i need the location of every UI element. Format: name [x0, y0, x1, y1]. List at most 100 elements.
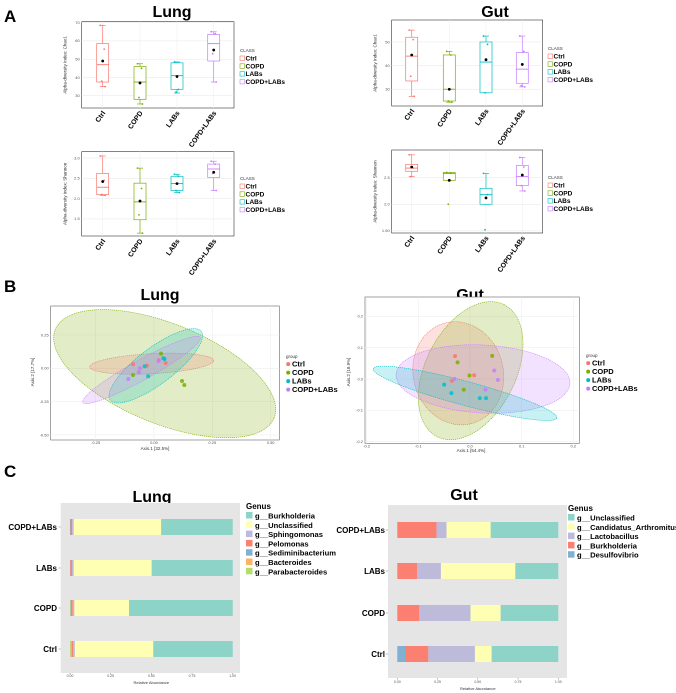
x-tick-label: COPD+LABs	[497, 235, 527, 274]
data-point	[522, 50, 525, 53]
x-tick-label: COPD	[127, 238, 144, 259]
y-tick-label: -0.2	[356, 439, 364, 444]
data-point	[408, 153, 411, 156]
data-point-copd-labs	[136, 370, 141, 375]
panel-a-lung-title: Lung	[152, 4, 191, 21]
y-tick-label: 0.0	[357, 376, 363, 381]
data-point	[211, 52, 214, 55]
data-point-labs	[442, 382, 447, 387]
legend-item: Ctrl	[554, 183, 565, 190]
box-copd	[442, 171, 456, 206]
panel-a-gut-title: Gut	[481, 4, 509, 21]
x-tick-label: LABs	[165, 110, 181, 129]
data-point	[520, 184, 523, 187]
bar-segment-lactobacillus	[436, 522, 447, 538]
mean-marker	[484, 196, 488, 200]
confidence-ellipse-copd-labs	[395, 344, 571, 414]
data-point-ctrl	[131, 362, 136, 367]
bar-row	[70, 519, 233, 535]
legend-title: CLASS	[548, 46, 563, 51]
mean-marker	[520, 63, 524, 66]
bar-segment-desulfovibrio	[397, 646, 406, 662]
legend-swatch	[239, 199, 245, 205]
confidence-ellipse-ctrl	[89, 352, 214, 375]
panel-b-lung-title: Lung	[140, 287, 179, 304]
bar-segment-unclassified	[490, 522, 559, 538]
bar-segment-unclassified	[515, 563, 559, 579]
y-tick-label: -0.50	[40, 432, 50, 437]
x-tick-label: COPD+LABs	[497, 108, 527, 147]
data-point	[214, 32, 217, 35]
mean-marker	[138, 81, 142, 85]
x-tick-label: 0.2	[571, 443, 577, 448]
legend-item: COPD	[246, 191, 265, 198]
x-tick-label: 0.00	[150, 440, 159, 445]
legend-swatch	[547, 182, 553, 188]
data-point-copd-labs	[483, 387, 488, 392]
x-tick-label: 0.75	[189, 674, 196, 678]
legend-swatch	[239, 191, 245, 197]
legend-item: Ctrl	[246, 56, 257, 63]
mean-marker	[520, 173, 524, 177]
legend-swatch	[246, 512, 253, 519]
x-tick-label: -0.2	[363, 443, 371, 448]
x-tick-label: 1.00	[555, 680, 562, 684]
y-axis-title: Axis.2 [17.7%]	[30, 358, 35, 387]
box-copd	[442, 50, 456, 104]
data-point	[141, 103, 144, 105]
legend-item: Ctrl	[592, 359, 605, 368]
plot-area	[50, 305, 280, 441]
bar-segment-unclassified	[73, 560, 152, 576]
boxplot-chart: 1.5 2.0 2.5 3.0 Alpha-diversity Index: Shann…	[63, 151, 286, 277]
legend-swatch	[239, 79, 245, 85]
bar-segment-unclassified	[73, 519, 162, 535]
x-tick-label: 0.50	[148, 674, 155, 678]
data-point	[484, 91, 486, 94]
x-tick-label: COPD	[437, 108, 454, 129]
legend-swatch	[547, 69, 553, 75]
legend-swatch	[568, 523, 575, 530]
legend-item: COPD+LABs	[592, 384, 638, 393]
bar-segment-lactobacillus	[419, 605, 471, 621]
legend-item: COPD+LABs	[246, 207, 286, 214]
data-point	[447, 100, 450, 102]
data-point	[104, 194, 107, 197]
data-point	[215, 81, 218, 83]
bar-segment-unclassified	[491, 646, 559, 662]
bar-segment-candidatus_arthromitus	[474, 646, 492, 662]
x-tick-label: Ctrl	[404, 235, 417, 249]
data-point	[141, 232, 144, 235]
bar-segment-unclassified	[74, 600, 130, 616]
data-point	[445, 50, 448, 53]
bar-segment-pelomonas	[71, 641, 74, 657]
legend-swatch	[547, 53, 553, 59]
confidence-ellipse-copd	[53, 309, 276, 439]
x-tick-label: 0.00	[67, 674, 74, 678]
x-tick-label: 0.75	[515, 680, 522, 684]
data-point	[482, 172, 485, 175]
box-ctrl	[405, 29, 419, 98]
box-iqr	[405, 36, 419, 82]
x-tick-label: COPD	[437, 235, 454, 256]
legend-title: CLASS	[240, 48, 255, 53]
legend-item: Ctrl	[292, 360, 305, 369]
bar-segment-lactobacillus	[417, 563, 441, 579]
legend-item: g__Desulfovibrio	[577, 551, 639, 560]
bar-segment-sphingomonas	[72, 600, 75, 616]
bar-segment-burkholderia	[397, 522, 437, 538]
category-label: COPD+LABs	[336, 526, 385, 535]
legend-item: LABs	[592, 376, 612, 385]
legend-item: Ctrl	[246, 184, 257, 191]
x-axis-title: Axis.1 [32.5%]	[141, 446, 170, 451]
x-tick-label: 0.00	[394, 680, 401, 684]
bar-segment-burkholderia	[151, 560, 233, 576]
legend-swatch	[586, 386, 591, 391]
legend-item: Ctrl	[554, 54, 565, 61]
boxplot-chart: 1.50 2.0 2.5 Alpha-diversity Index: Shannon…	[373, 149, 593, 274]
box-labs	[170, 173, 184, 194]
data-point	[450, 101, 453, 104]
data-point-copd	[182, 382, 187, 387]
box-iqr	[96, 43, 110, 83]
data-point-copd	[158, 351, 163, 356]
legend-swatch	[547, 61, 553, 67]
